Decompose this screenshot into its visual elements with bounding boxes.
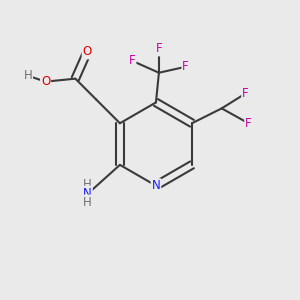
Text: F: F <box>156 42 162 56</box>
Text: O: O <box>82 45 92 58</box>
Text: N: N <box>152 179 160 192</box>
Text: F: F <box>242 87 249 100</box>
Text: F: F <box>182 60 189 73</box>
Text: N: N <box>83 187 92 200</box>
Text: F: F <box>129 54 136 67</box>
Text: O: O <box>41 75 50 88</box>
Text: H: H <box>83 178 92 191</box>
Text: F: F <box>245 117 252 130</box>
Text: H: H <box>23 69 32 82</box>
Text: H: H <box>83 196 92 208</box>
